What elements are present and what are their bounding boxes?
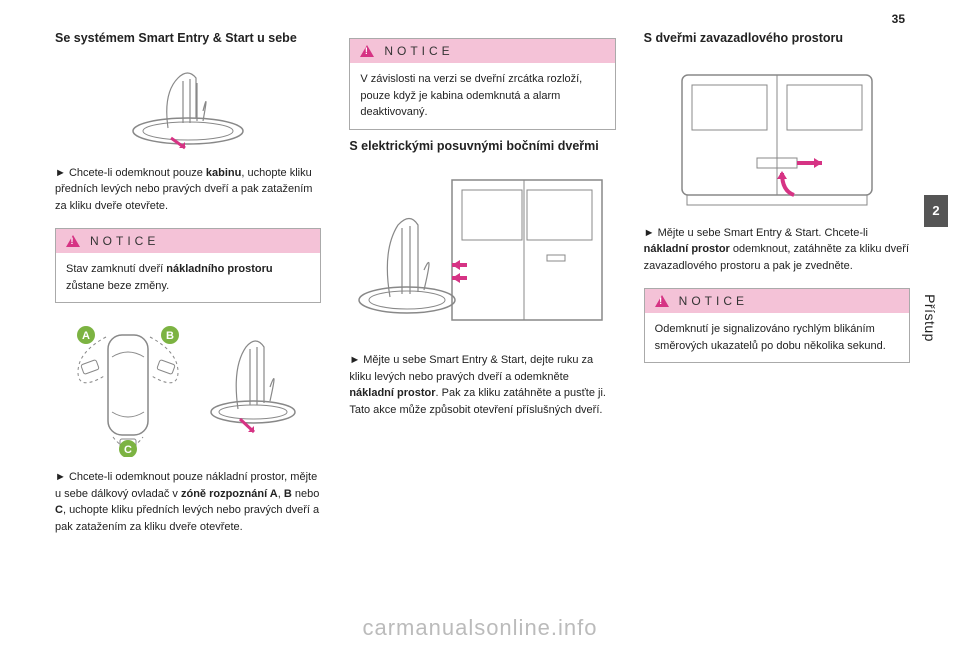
column-layout: Se systémem Smart Entry & Start u sebe ►… xyxy=(55,30,910,639)
text: ► Chcete-li odemknout pouze xyxy=(55,167,206,179)
notice-header: NOTICE xyxy=(350,39,614,63)
svg-text:A: A xyxy=(82,330,90,342)
text: zůstane beze změny. xyxy=(66,280,169,292)
paragraph-unlock-cabin: ► Chcete-li odemknout pouze kabinu, ucho… xyxy=(55,165,321,215)
column-2: NOTICE V závislosti na verzi se dveřní z… xyxy=(349,30,615,639)
text-bold: nákladní prostor xyxy=(644,243,730,255)
notice-label: NOTICE xyxy=(679,294,748,308)
heading-smart-entry: Se systémem Smart Entry & Start u sebe xyxy=(55,30,321,47)
illustration-tailgate xyxy=(644,63,910,213)
heading-tailgate: S dveřmi zavazadlového prostoru xyxy=(644,30,910,47)
section-tab: 2 xyxy=(924,195,948,227)
text-bold: nákladní prostor xyxy=(349,387,435,399)
notice-label: NOTICE xyxy=(90,234,159,248)
text: , uchopte kliku předních levých nebo pra… xyxy=(55,504,319,533)
notice-body: V závislosti na verzi se dveřní zrcátka … xyxy=(350,63,614,129)
warning-triangle-icon xyxy=(66,235,80,247)
heading-electric-doors: S elektrickými posuvnými bočními dveřmi xyxy=(349,138,615,155)
paragraph-tailgate: ► Mějte u sebe Smart Entry & Start. Chce… xyxy=(644,225,910,275)
notice-label: NOTICE xyxy=(384,44,453,58)
notice-body: Odemknutí je signalizováno rychlým bliká… xyxy=(645,313,909,362)
section-label: Přístup xyxy=(922,294,938,342)
text-bold: B xyxy=(284,488,292,500)
text-bold: C xyxy=(55,504,63,516)
manual-page: 35 2 Přístup Se systémem Smart Entry & S… xyxy=(0,0,960,649)
notice-header: NOTICE xyxy=(56,229,320,253)
paragraph-sliding-door: ► Mějte u sebe Smart Entry & Start, dejt… xyxy=(349,352,615,418)
column-1: Se systémem Smart Entry & Start u sebe ►… xyxy=(55,30,321,639)
notice-body: Stav zamknutí dveří nákladního prostoru … xyxy=(56,253,320,302)
column-3: S dveřmi zavazadlového prostoru xyxy=(644,30,910,639)
notice-box-2: NOTICE V závislosti na verzi se dveřní z… xyxy=(349,38,615,130)
warning-triangle-icon xyxy=(360,45,374,57)
text-bold: zóně rozpoznání A xyxy=(181,488,278,500)
illustration-hand-handle-1 xyxy=(55,63,321,153)
text-bold: kabinu xyxy=(206,167,241,179)
text: Stav zamknutí dveří xyxy=(66,263,166,275)
paragraph-zones: ► Chcete-li odemknout pouze nákladní pro… xyxy=(55,469,321,535)
text: ► Mějte u sebe Smart Entry & Start, dejt… xyxy=(349,354,593,383)
notice-header: NOTICE xyxy=(645,289,909,313)
notice-box-3: NOTICE Odemknutí je signalizováno rychlý… xyxy=(644,288,910,363)
illustration-sliding-door xyxy=(349,170,615,340)
text: ► Mějte u sebe Smart Entry & Start. Chce… xyxy=(644,227,868,239)
svg-text:C: C xyxy=(124,444,132,456)
page-number: 35 xyxy=(892,12,905,26)
illustration-zones-and-hand: A B C xyxy=(55,317,321,457)
text-bold: nákladního prostoru xyxy=(166,263,272,275)
text: nebo xyxy=(292,488,320,500)
svg-text:B: B xyxy=(166,330,174,342)
warning-triangle-icon xyxy=(655,295,669,307)
notice-box-1: NOTICE Stav zamknutí dveří nákladního pr… xyxy=(55,228,321,303)
